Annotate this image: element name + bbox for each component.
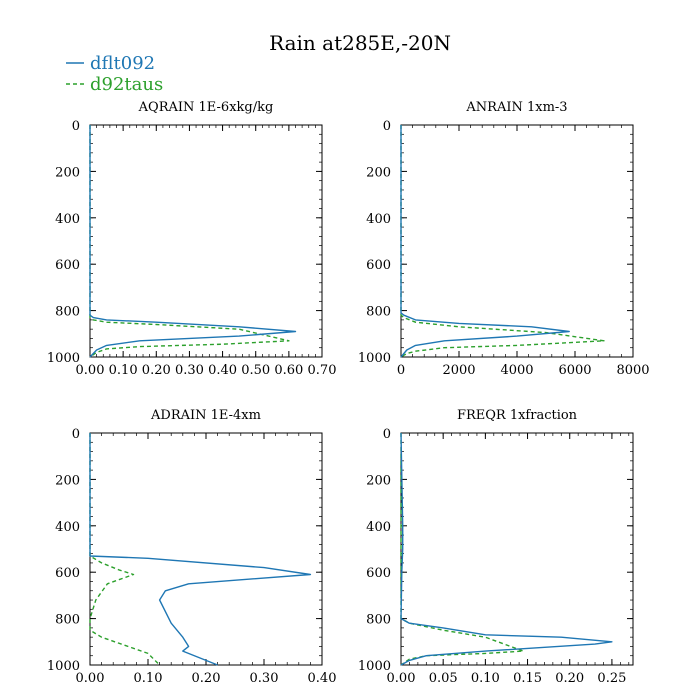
x-tick-label: 0.70 <box>308 363 337 378</box>
legend-label-d92taus: d92taus <box>90 74 163 95</box>
y-tick-label: 1000 <box>47 659 80 674</box>
y-tick-label: 800 <box>55 305 80 320</box>
y-tick-label: 600 <box>366 258 391 273</box>
x-tick-label: 0.60 <box>274 363 303 378</box>
y-tick-label: 0 <box>383 119 391 134</box>
y-tick-label: 200 <box>55 473 80 488</box>
panel-title: ADRAIN 1E-4xm <box>150 408 261 423</box>
y-tick-label: 800 <box>366 305 391 320</box>
series-line-d92taus <box>89 125 290 358</box>
panel-title: ANRAIN 1xm-3 <box>465 100 567 115</box>
y-tick-label: 0 <box>72 119 80 134</box>
panel-2: ANRAIN 1xm-3 0 2000 4000 6000 8000 0 200 400 600 8… <box>358 100 650 378</box>
series-line-dflt092 <box>89 125 297 358</box>
x-tick-label: 0.50 <box>241 363 270 378</box>
plot-frame <box>89 124 323 358</box>
y-tick-label: 400 <box>55 212 80 227</box>
x-tick-label: 0.20 <box>192 671 221 686</box>
series-line-dflt092 <box>400 125 570 358</box>
x-tick-label: 6000 <box>558 363 591 378</box>
x-tick-label: 0.00 <box>76 671 105 686</box>
y-tick-label: 200 <box>366 165 391 180</box>
y-tick-label: 200 <box>366 473 391 488</box>
plot-frame <box>400 432 634 666</box>
panel-3: ADRAIN 1E-4xm 0.00 0.10 0.20 0.30 0.40 0 200 400… <box>47 408 337 686</box>
y-tick-label: 800 <box>366 613 391 628</box>
y-tick-label: 800 <box>55 613 80 628</box>
y-tick-label: 1000 <box>47 351 80 366</box>
y-tick-label: 0 <box>72 427 80 442</box>
legend-label-dflt092: dflt092 <box>90 53 155 74</box>
x-tick-label: 0.40 <box>308 671 337 686</box>
x-tick-label: 0.10 <box>109 363 138 378</box>
x-tick-label: 0.15 <box>513 671 542 686</box>
figure-title: Rain at285E,-20N <box>269 31 451 55</box>
series-line-d92taus <box>89 433 161 666</box>
series-line-dflt092 <box>89 433 312 666</box>
y-tick-label: 600 <box>55 258 80 273</box>
legend: dflt092 d92taus <box>66 53 163 95</box>
x-tick-label: 0 <box>397 363 405 378</box>
x-tick-label: 0.40 <box>208 363 237 378</box>
panel-1: AQRAIN 1E-6xkg/kg 0.00 0.10 0.20 0.30 0.40 0.5… <box>47 100 337 378</box>
x-tick-label: 0.10 <box>471 671 500 686</box>
panel-4: FREQR 1xfraction 0.00 0.05 0.10 0.15 0.20 0.25… <box>358 408 634 686</box>
y-tick-label: 400 <box>55 520 80 535</box>
x-tick-label: 0.00 <box>387 671 416 686</box>
y-tick-label: 600 <box>55 566 80 581</box>
series-line-d92taus <box>400 433 524 666</box>
x-tick-label: 0.20 <box>555 671 584 686</box>
x-tick-label: 0.00 <box>76 363 105 378</box>
x-tick-label: 0.25 <box>597 671 626 686</box>
y-tick-label: 400 <box>366 212 391 227</box>
y-tick-label: 0 <box>383 427 391 442</box>
panel-title: AQRAIN 1E-6xkg/kg <box>138 100 274 115</box>
x-tick-label: 8000 <box>616 363 649 378</box>
panel-title: FREQR 1xfraction <box>457 408 578 423</box>
x-tick-label: 0.20 <box>142 363 171 378</box>
y-tick-label: 400 <box>366 520 391 535</box>
x-tick-label: 0.05 <box>429 671 458 686</box>
panels: AQRAIN 1E-6xkg/kg 0.00 0.10 0.20 0.30 0.40 0.5… <box>47 100 650 686</box>
x-tick-label: 4000 <box>500 363 533 378</box>
x-tick-label: 2000 <box>442 363 475 378</box>
x-tick-label: 0.30 <box>175 363 204 378</box>
series-line-dflt092 <box>400 432 613 666</box>
y-tick-label: 200 <box>55 165 80 180</box>
y-tick-label: 600 <box>366 566 391 581</box>
x-tick-label: 0.10 <box>134 671 163 686</box>
y-tick-label: 1000 <box>358 351 391 366</box>
y-tick-label: 1000 <box>358 659 391 674</box>
series-line-d92taus <box>400 125 605 358</box>
x-tick-label: 0.30 <box>250 671 279 686</box>
plot-frame <box>89 432 323 666</box>
